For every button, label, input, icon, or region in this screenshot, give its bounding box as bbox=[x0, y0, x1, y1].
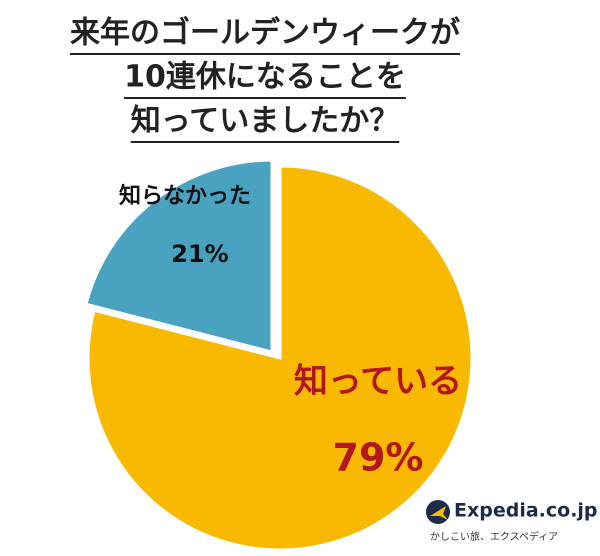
category-label: 知っている bbox=[294, 362, 462, 402]
category-label: 知らなかった bbox=[119, 183, 251, 209]
pie-slice bbox=[86, 164, 474, 552]
chart-title: 知っていましたか？ bbox=[131, 104, 400, 139]
value-label: 21% bbox=[171, 240, 228, 268]
chart-title: 10連休になることを bbox=[124, 60, 406, 95]
chart-title: 来年のゴールデンウィークが bbox=[70, 16, 460, 51]
pie-slice bbox=[84, 158, 274, 354]
logo-text: Expedia.co.jp bbox=[454, 500, 598, 522]
logo: Expedia.co.jp かしこい旅、エクスペディア bbox=[426, 500, 598, 543]
value-label: 79% bbox=[333, 436, 424, 480]
logo-plane bbox=[430, 506, 448, 520]
logo-tagline: かしこい旅、エクスペディア bbox=[430, 530, 558, 543]
